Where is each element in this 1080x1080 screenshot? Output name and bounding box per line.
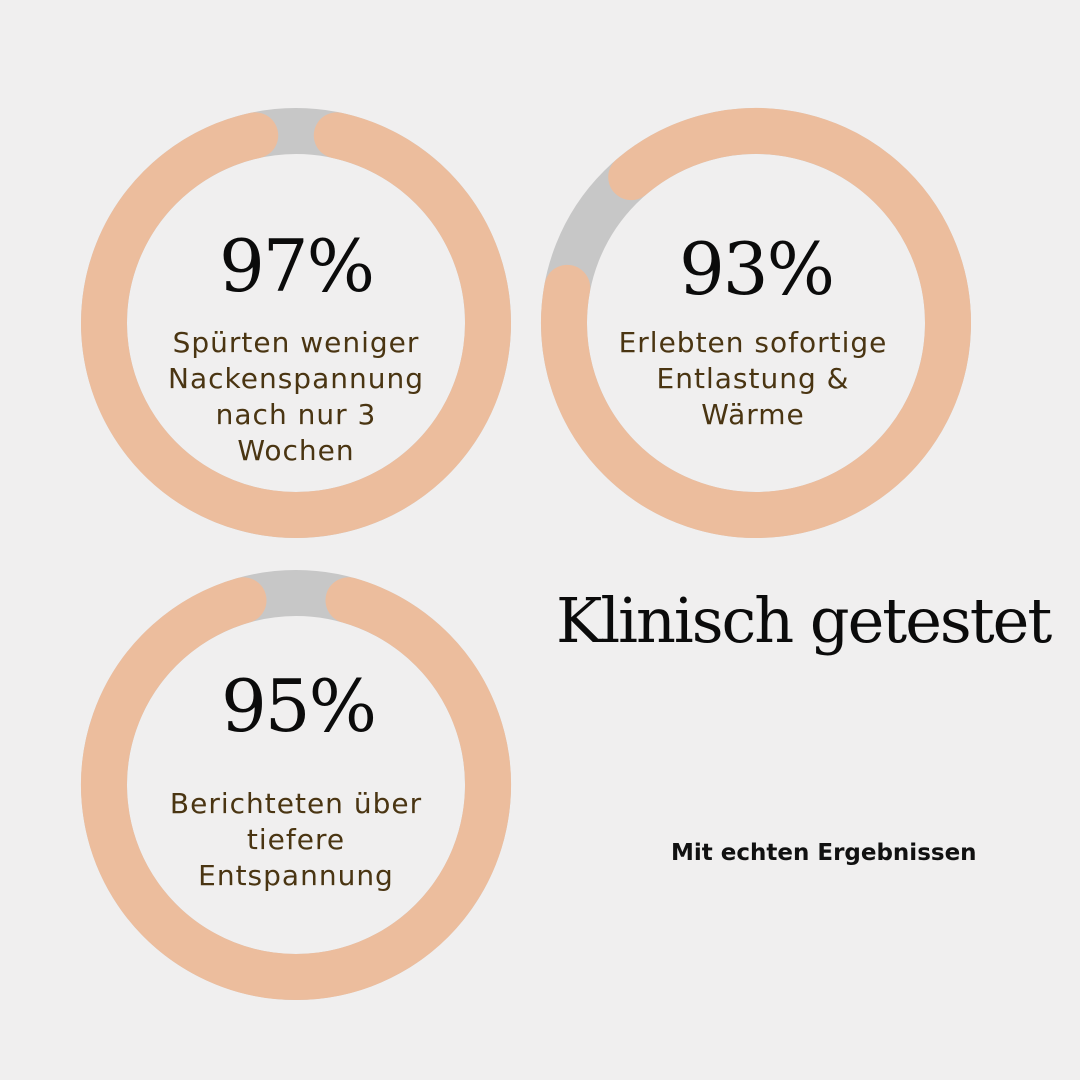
stat-caption-2-line-1: Erlebten sofortige (618, 326, 888, 359)
stat-caption-1-line-4: Wochen (237, 434, 355, 467)
stat-caption-2: Erlebten sofortige Entlastung & Wärme (608, 325, 898, 433)
stat-caption-2-line-3: Wärme (701, 398, 805, 431)
stat-caption-3-line-3: Entspannung (198, 859, 394, 892)
stat-caption-3-line-2: tiefere (246, 823, 346, 856)
stat-caption-3-line-1: Berichteten über (169, 787, 423, 820)
stat-caption-1-line-1: Spürten weniger (172, 326, 420, 359)
stat-caption-1-line-3: nach nur 3 (215, 398, 377, 431)
stat-caption-2-line-2: Entlastung & (656, 362, 850, 395)
ring-progress-1 (81, 112, 511, 538)
stat-caption-3: Berichteten über tiefere Entspannung (151, 786, 441, 894)
headline: Klinisch getestet (556, 584, 1052, 657)
ring-progress-3 (81, 577, 511, 1000)
ring-progress-2 (541, 108, 971, 538)
stat-caption-1-line-2: Nackenspannung (168, 362, 424, 395)
subline: Mit echten Ergebnissen (671, 840, 977, 866)
stat-value-1: 97% (218, 224, 375, 308)
stat-caption-1: Spürten weniger Nackenspannung nach nur … (151, 325, 441, 469)
stat-value-3: 95% (220, 664, 377, 748)
stat-value-2: 93% (678, 227, 835, 311)
